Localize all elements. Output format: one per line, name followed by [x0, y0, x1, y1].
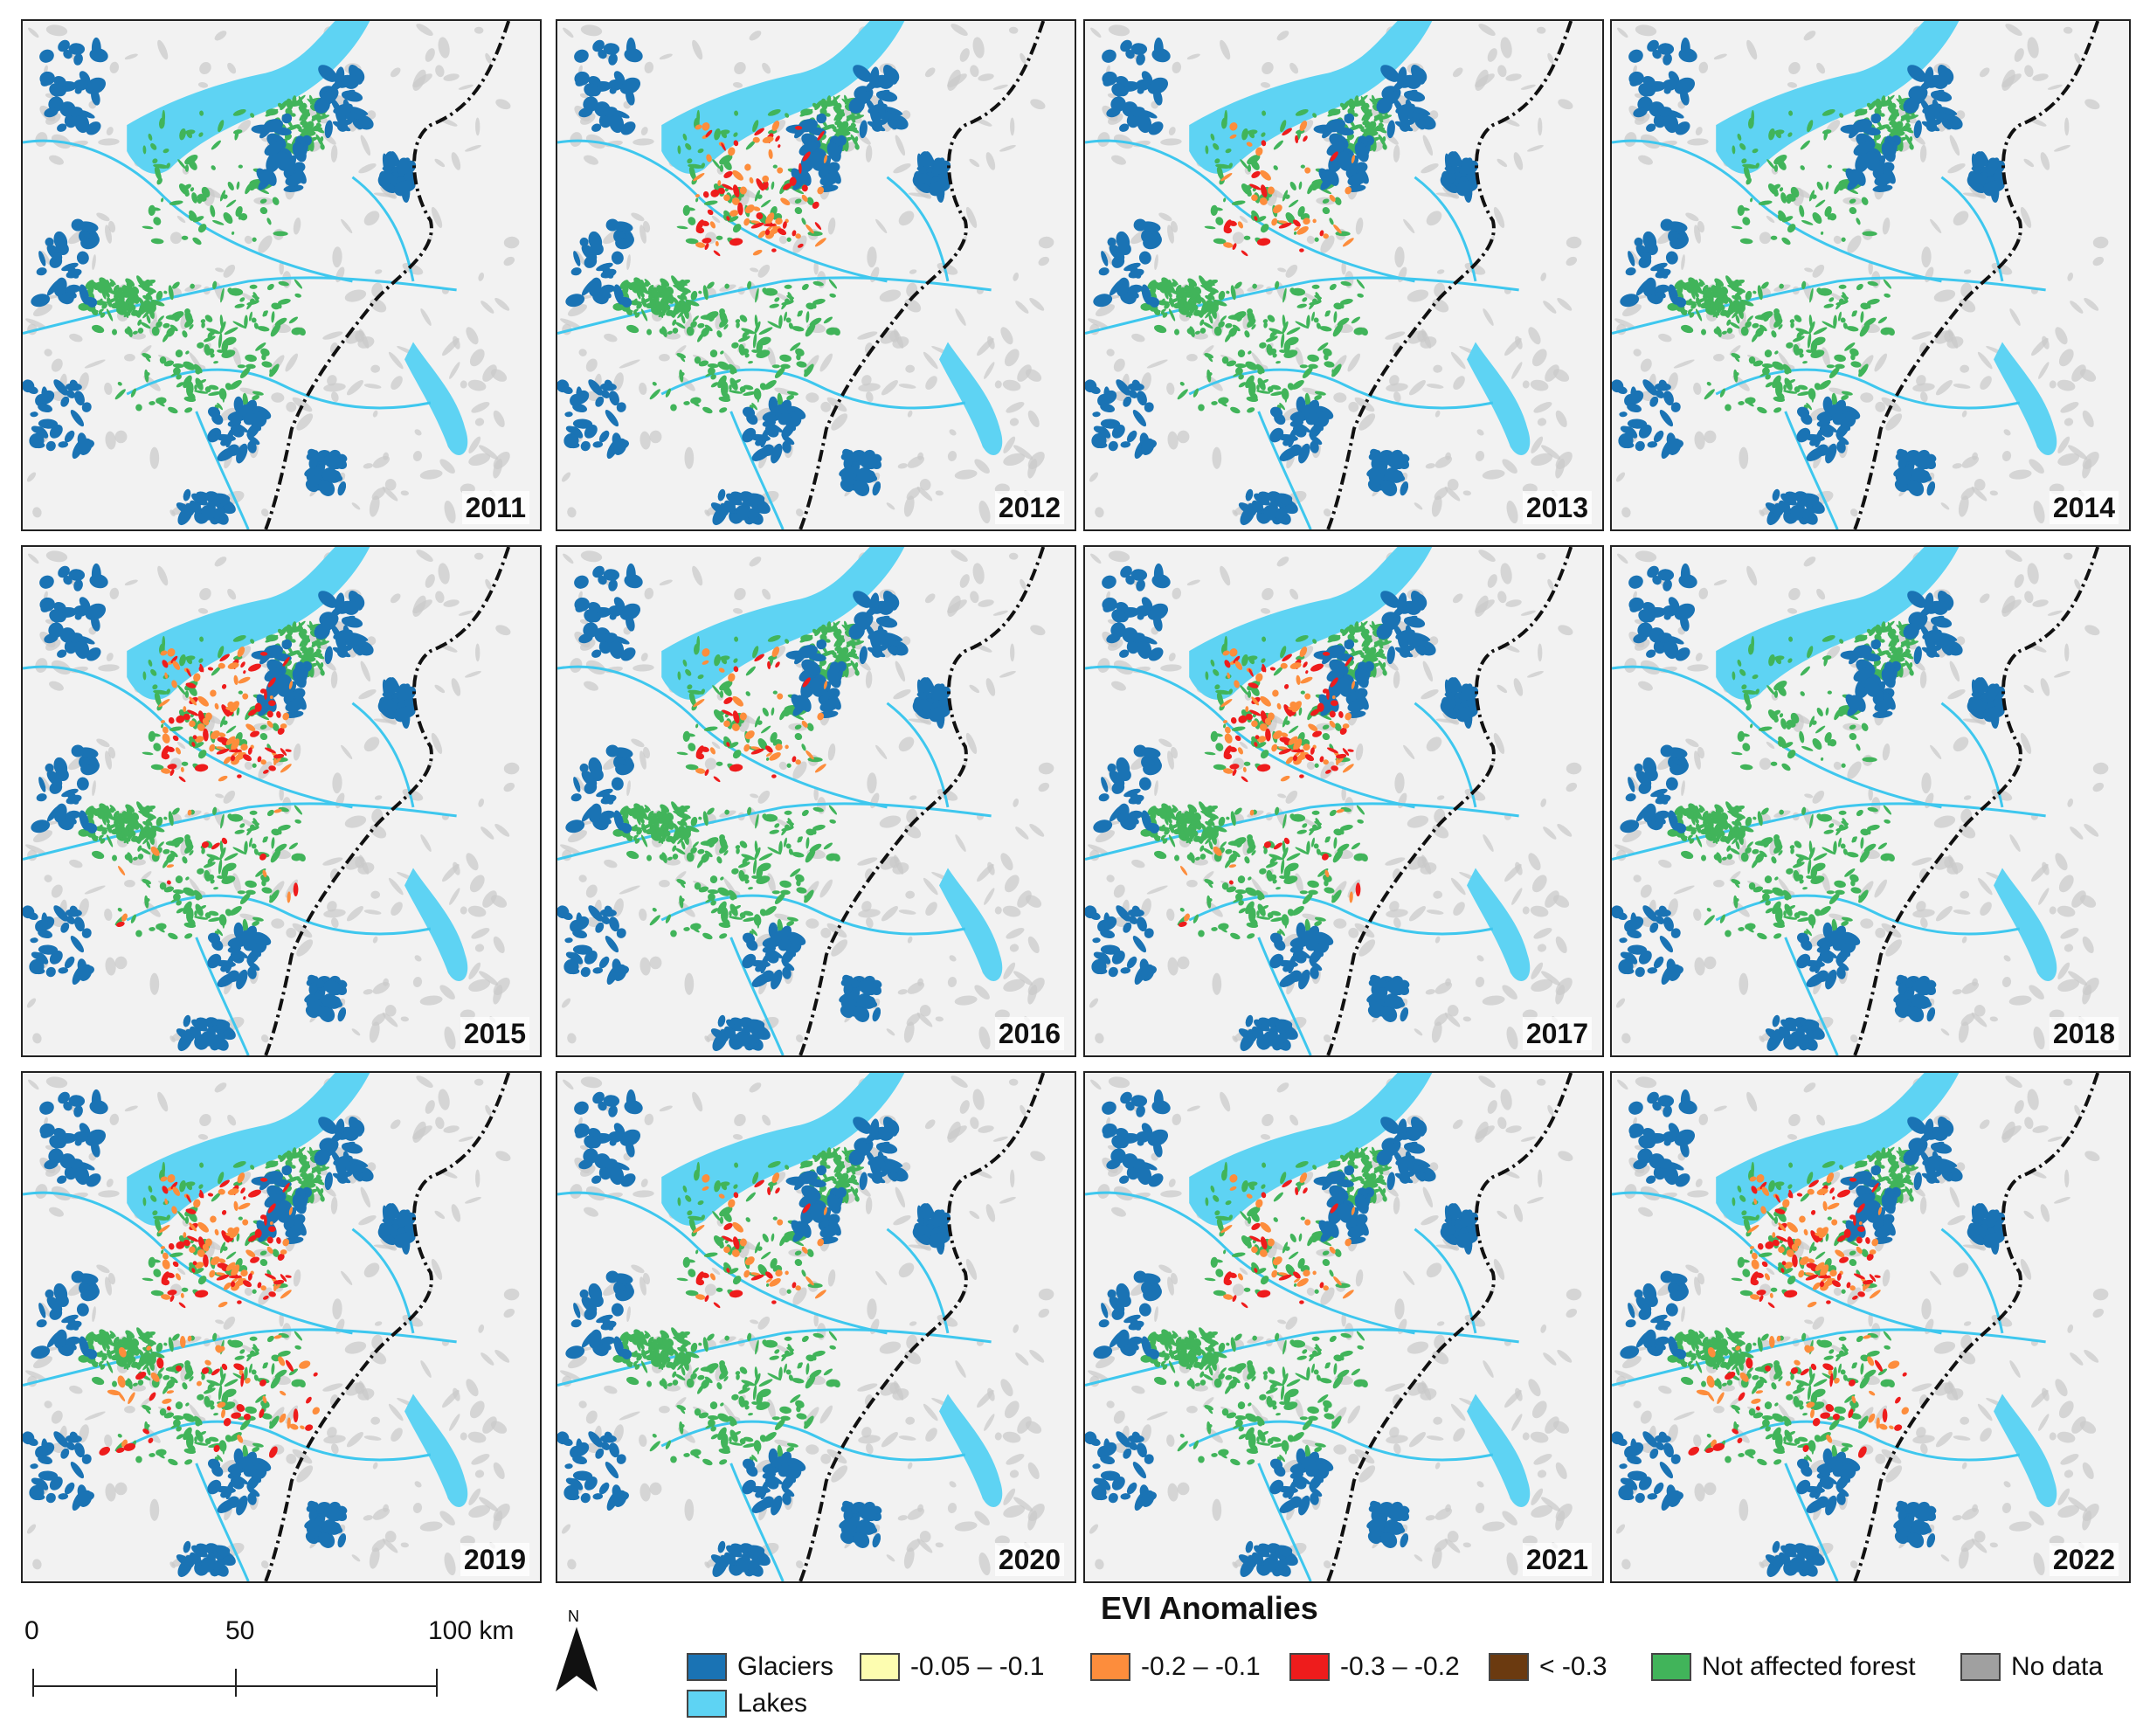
map-panel: 2015	[21, 545, 542, 1057]
legend-label: Lakes	[737, 1689, 808, 1718]
map-image	[1612, 21, 2129, 529]
map-image	[1612, 1073, 2129, 1581]
map-image	[23, 547, 540, 1055]
legend-label: Not affected forest	[1702, 1652, 1916, 1681]
legend-title: EVI Anomalies	[1101, 1590, 1318, 1626]
legend-swatch	[1289, 1653, 1330, 1681]
year-label: 2011	[461, 491, 529, 524]
map-image	[1612, 547, 2129, 1055]
legend-item-anomaly-3: -0.3 – -0.2	[1289, 1650, 1460, 1684]
legend-swatch	[687, 1690, 727, 1718]
scale-label-50: 50	[225, 1616, 255, 1645]
year-label: 2013	[1522, 491, 1592, 524]
map-image	[1085, 1073, 1602, 1581]
legend-item-nodata: No data	[1960, 1650, 2103, 1684]
year-label: 2015	[460, 1017, 529, 1050]
year-label: 2014	[2049, 491, 2119, 524]
year-label: 2016	[994, 1017, 1064, 1050]
map-panel: 2022	[1610, 1071, 2131, 1583]
map-panel: 2020	[556, 1071, 1076, 1583]
legend-swatch	[1960, 1653, 2001, 1681]
north-label: N	[568, 1608, 579, 1625]
year-label: 2022	[2049, 1543, 2119, 1576]
map-image	[557, 547, 1075, 1055]
legend-item-anomaly-4: < -0.3	[1489, 1650, 1607, 1684]
legend-swatch	[1651, 1653, 1691, 1681]
legend-swatch	[1090, 1653, 1130, 1681]
map-image	[557, 21, 1075, 529]
map-panel: 2011	[21, 19, 542, 531]
map-image	[1085, 21, 1602, 529]
map-image	[23, 1073, 540, 1581]
map-image	[23, 21, 540, 529]
year-label: 2020	[994, 1543, 1064, 1576]
year-label: 2017	[1522, 1017, 1592, 1050]
year-label: 2018	[2049, 1017, 2119, 1050]
legend-item-glaciers: Glaciers	[687, 1650, 833, 1684]
legend-label: -0.05 – -0.1	[910, 1652, 1045, 1681]
year-label: 2019	[460, 1543, 529, 1576]
north-arrow-icon: N	[550, 1608, 603, 1704]
legend-item-forest: Not affected forest	[1651, 1650, 1916, 1684]
legend-item-anomaly-1: -0.05 – -0.1	[860, 1650, 1044, 1684]
scale-bar-line	[32, 1669, 438, 1697]
legend-item-anomaly-2: -0.2 – -0.1	[1090, 1650, 1261, 1684]
scale-bar: 0 50 100 km	[17, 1616, 542, 1712]
map-panel: 2017	[1083, 545, 1604, 1057]
map-panel: 2016	[556, 545, 1076, 1057]
scale-label-100: 100 km	[428, 1616, 515, 1645]
map-panel: 2021	[1083, 1071, 1604, 1583]
legend-item-lakes: Lakes	[687, 1686, 807, 1721]
map-image	[1085, 547, 1602, 1055]
legend-swatch	[1489, 1653, 1529, 1681]
legend-label: -0.3 – -0.2	[1340, 1652, 1460, 1681]
year-label: 2021	[1522, 1543, 1592, 1576]
legend-swatch	[860, 1653, 900, 1681]
legend-label: No data	[2011, 1652, 2104, 1681]
map-panel: 2019	[21, 1071, 542, 1583]
map-panel: 2013	[1083, 19, 1604, 531]
map-panel: 2014	[1610, 19, 2131, 531]
map-panel: 2012	[556, 19, 1076, 531]
legend-label: < -0.3	[1539, 1652, 1607, 1681]
legend-swatch	[687, 1653, 727, 1681]
map-image	[557, 1073, 1075, 1581]
map-panel: 2018	[1610, 545, 2131, 1057]
legend-label: -0.2 – -0.1	[1141, 1652, 1261, 1681]
legend-label: Glaciers	[737, 1652, 834, 1681]
year-label: 2012	[994, 491, 1064, 524]
scale-label-0: 0	[24, 1616, 39, 1645]
